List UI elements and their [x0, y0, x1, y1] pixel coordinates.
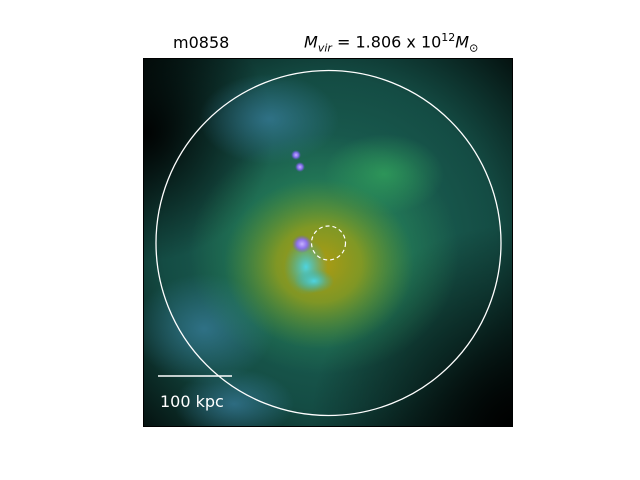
mass-unit-subscript: ⊙ [469, 41, 479, 55]
mass-symbol-subscript: vir [317, 41, 332, 55]
halo-mass-label: Mvir = 1.806 x 1012M⊙ [304, 31, 478, 55]
satellite-galaxy-1 [291, 150, 301, 160]
halo-image [144, 59, 512, 426]
stellar-clump-violet [292, 235, 312, 253]
scale-bar-label: 100 kpc [160, 392, 224, 411]
satellite-galaxy-2 [295, 162, 305, 172]
halo-image-panel [143, 58, 513, 427]
mass-value: = 1.806 x 10 [337, 32, 442, 52]
stellar-clump-tail [294, 269, 334, 293]
virial-radius-circle [155, 69, 502, 417]
mass-unit: M [455, 32, 470, 52]
gas-filament-bottom [174, 369, 294, 426]
halo-id-label: m0858 [173, 33, 230, 52]
mass-symbol: M [304, 32, 318, 52]
mass-exponent: 12 [441, 31, 456, 44]
inner-radius-circle [310, 225, 347, 261]
